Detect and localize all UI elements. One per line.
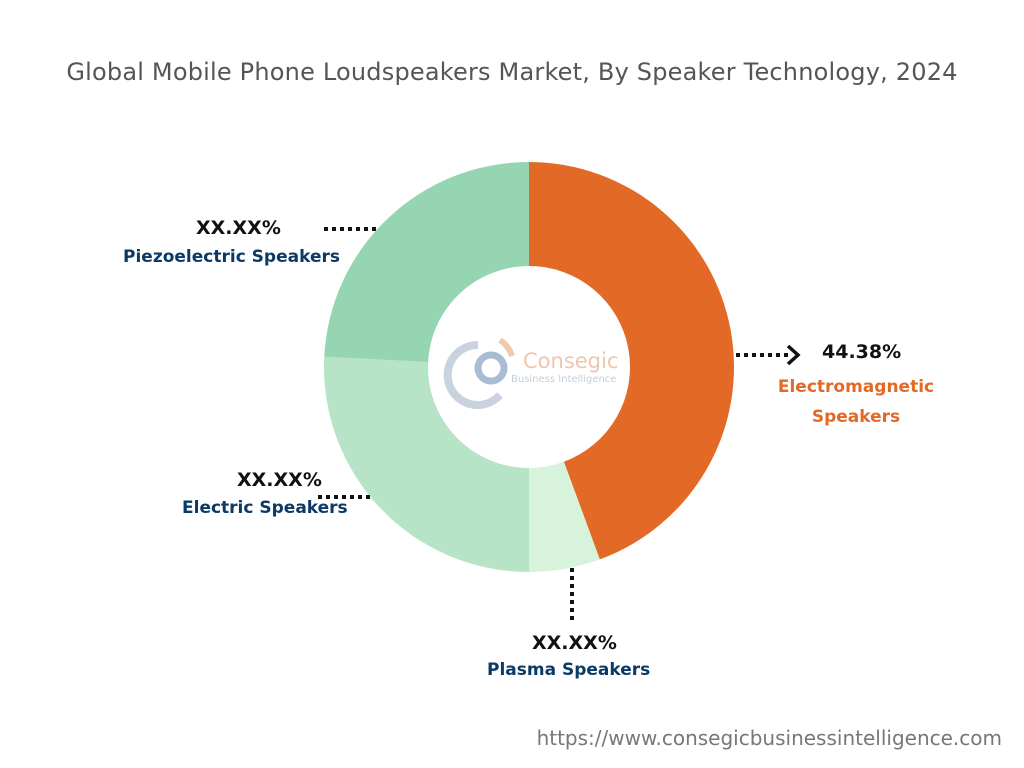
chart-title: Global Mobile Phone Loudspeakers Market,… [66,58,958,86]
slice-piezoelectric-speakers [324,162,529,362]
electric-label: Electric Speakers [182,498,348,518]
logo-mark-icon [443,340,503,409]
logo: Consegic Business Intelligence [443,337,618,409]
arrow-icon [786,344,801,366]
plasma-percent: XX.XX% [532,632,617,654]
piezoelectric-label: Piezoelectric Speakers [123,247,340,267]
electromagnetic-label-line: Electromagnetic [777,377,935,397]
logo-tagline: Business Intelligence [511,374,616,385]
logo-brand: Consegic [523,349,618,373]
slice-electromagnetic-speakers [529,162,734,560]
slice-electric-speakers [324,356,530,572]
slice-plasma-speakers [529,461,600,572]
piezoelectric-percent: XX.XX% [196,217,281,239]
electromagnetic-label: Electromagnetic Speakers [768,372,944,432]
leader-lines [318,227,801,622]
plasma-label: Plasma Speakers [487,660,651,680]
electromagnetic-percent: 44.38% [822,341,902,363]
electromagnetic-label-line: Speakers [811,407,901,427]
electric-percent: XX.XX% [237,469,322,491]
footer-url: https://www.consegicbusinessintelligence… [536,726,1002,750]
